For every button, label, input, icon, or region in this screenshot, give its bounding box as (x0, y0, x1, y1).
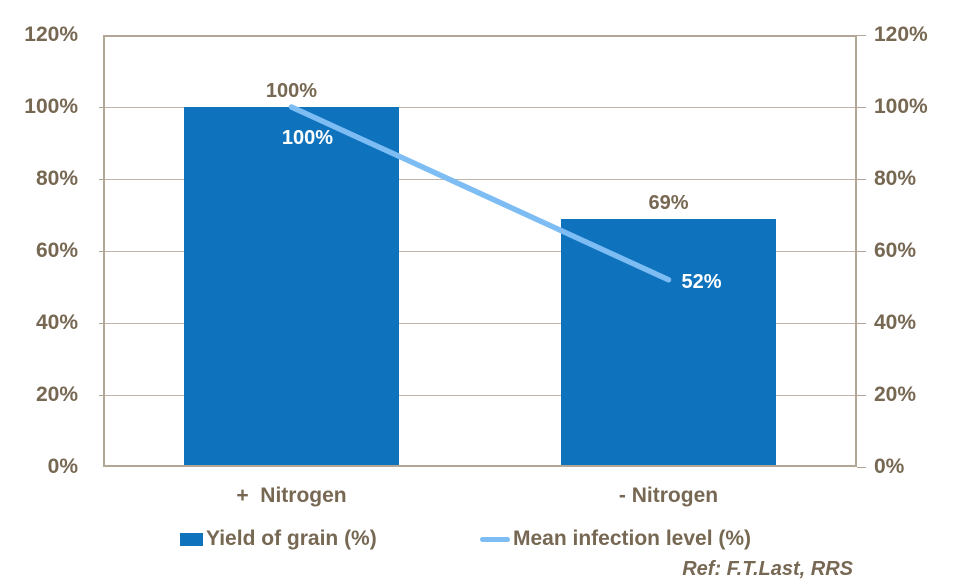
legend-item-infection: Mean infection level (%) (480, 527, 751, 551)
bar-swatch-icon (180, 532, 203, 546)
line-swatch-icon (480, 536, 510, 542)
legend-label-yield: Yield of grain (%) (206, 527, 377, 550)
legend-item-yield: Yield of grain (%) (180, 527, 377, 551)
infection-line (288, 104, 672, 283)
reference-footnote: Ref: F.T.Last, RRS (682, 558, 853, 580)
plot-area-border (103, 35, 857, 467)
legend-label-infection: Mean infection level (%) (513, 527, 752, 550)
